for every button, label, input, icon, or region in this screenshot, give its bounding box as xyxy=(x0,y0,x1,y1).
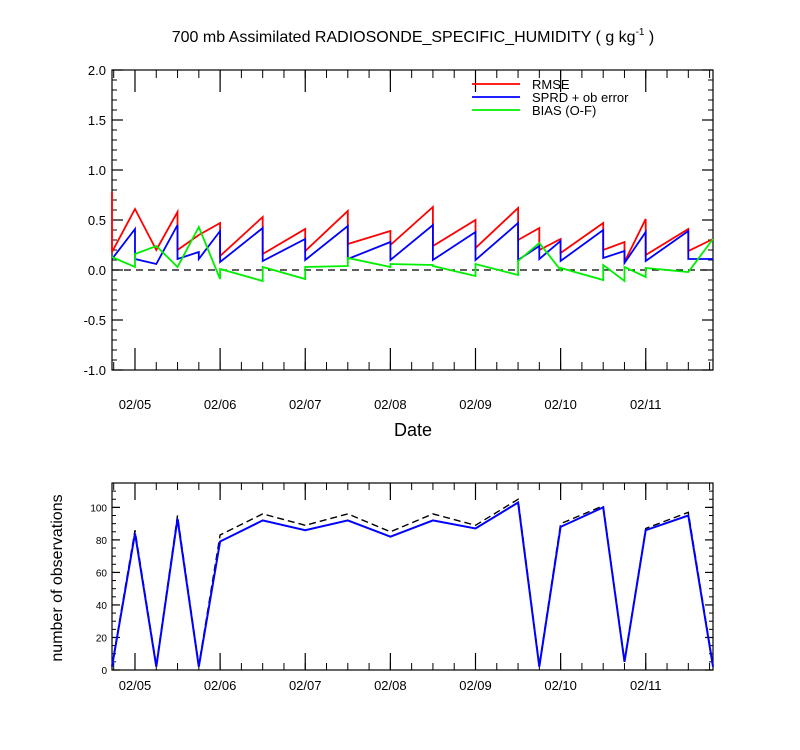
x-tick-label: 02/08 xyxy=(374,397,407,412)
y-axis-label: number of observations xyxy=(49,494,66,661)
x-axis-label: Date xyxy=(394,420,432,440)
x-tick-label: 02/07 xyxy=(289,397,322,412)
y-tick-label: 80 xyxy=(96,536,108,547)
y-tick-label: 100 xyxy=(90,503,107,514)
bottom-plot-frame xyxy=(111,482,714,671)
x-tick-label: 02/08 xyxy=(374,678,407,693)
x-tick-label: 02/10 xyxy=(544,397,577,412)
y-tick-label: 1.0 xyxy=(88,163,106,178)
chart-title-superscript: -1 xyxy=(636,27,645,38)
legend-label-bias-o-f: BIAS (O-F) xyxy=(532,103,596,118)
x-tick-label: 02/05 xyxy=(119,397,152,412)
chart-title-end: ) xyxy=(644,29,654,46)
top-series-group xyxy=(111,192,714,283)
y-tick-label: 20 xyxy=(96,633,108,644)
bottom-y-axis: 100 80 60 40 20 0 xyxy=(90,503,713,677)
x-tick-label: 02/06 xyxy=(204,397,237,412)
y-tick-label: -1.0 xyxy=(84,363,106,378)
top-x-axis: 02/05 02/06 02/07 02/08 02/09 02/10 02/11 xyxy=(119,70,662,412)
series-line-used-observations xyxy=(111,500,714,667)
x-tick-label: 02/09 xyxy=(459,678,492,693)
y-tick-label: 0.5 xyxy=(88,213,106,228)
x-tick-label: 02/06 xyxy=(204,678,237,693)
y-tick-label: 0.0 xyxy=(88,263,106,278)
bottom-series-group xyxy=(111,498,714,667)
top-plot-frame xyxy=(111,69,714,371)
chart-title-main: 700 mb Assimilated RADIOSONDE_SPECIFIC_H… xyxy=(172,29,636,46)
y-tick-label: 2.0 xyxy=(88,63,106,78)
x-tick-label: 02/09 xyxy=(459,397,492,412)
series-line-total-observations xyxy=(111,498,714,666)
y-tick-label: -0.5 xyxy=(84,313,106,328)
y-tick-label: 0 xyxy=(101,666,107,677)
top-y-axis: 2.0 1.5 1.0 0.5 0.0 -0.5 -1.0 xyxy=(84,63,713,378)
legend-label-sprd-ob-error: SPRD + ob error xyxy=(532,90,629,105)
x-tick-label: 02/11 xyxy=(630,397,662,412)
x-tick-label: 02/10 xyxy=(544,678,577,693)
series-line-sprd-ob-error xyxy=(111,221,713,266)
chart-title: 700 mb Assimilated RADIOSONDE_SPECIFIC_H… xyxy=(172,27,655,46)
top-minor-ticks xyxy=(112,69,713,371)
bottom-x-axis: 02/05 02/06 02/07 02/08 02/09 02/10 02/11 xyxy=(119,483,662,693)
x-tick-label: 02/05 xyxy=(119,678,152,693)
x-tick-label: 02/07 xyxy=(289,678,322,693)
top-panel: 2.01.51.00.50.0-0.5-1.0 02/05 02/06 02/07 0… xyxy=(84,63,714,440)
y-tick-label: 40 xyxy=(96,601,108,612)
x-tick-label: 02/11 xyxy=(630,678,662,693)
y-tick-label: 60 xyxy=(96,568,108,579)
legend-label-rmse: RMSE xyxy=(532,77,570,92)
y-tick-label: 1.5 xyxy=(88,113,106,128)
series-line-bias-o-f xyxy=(111,224,714,283)
